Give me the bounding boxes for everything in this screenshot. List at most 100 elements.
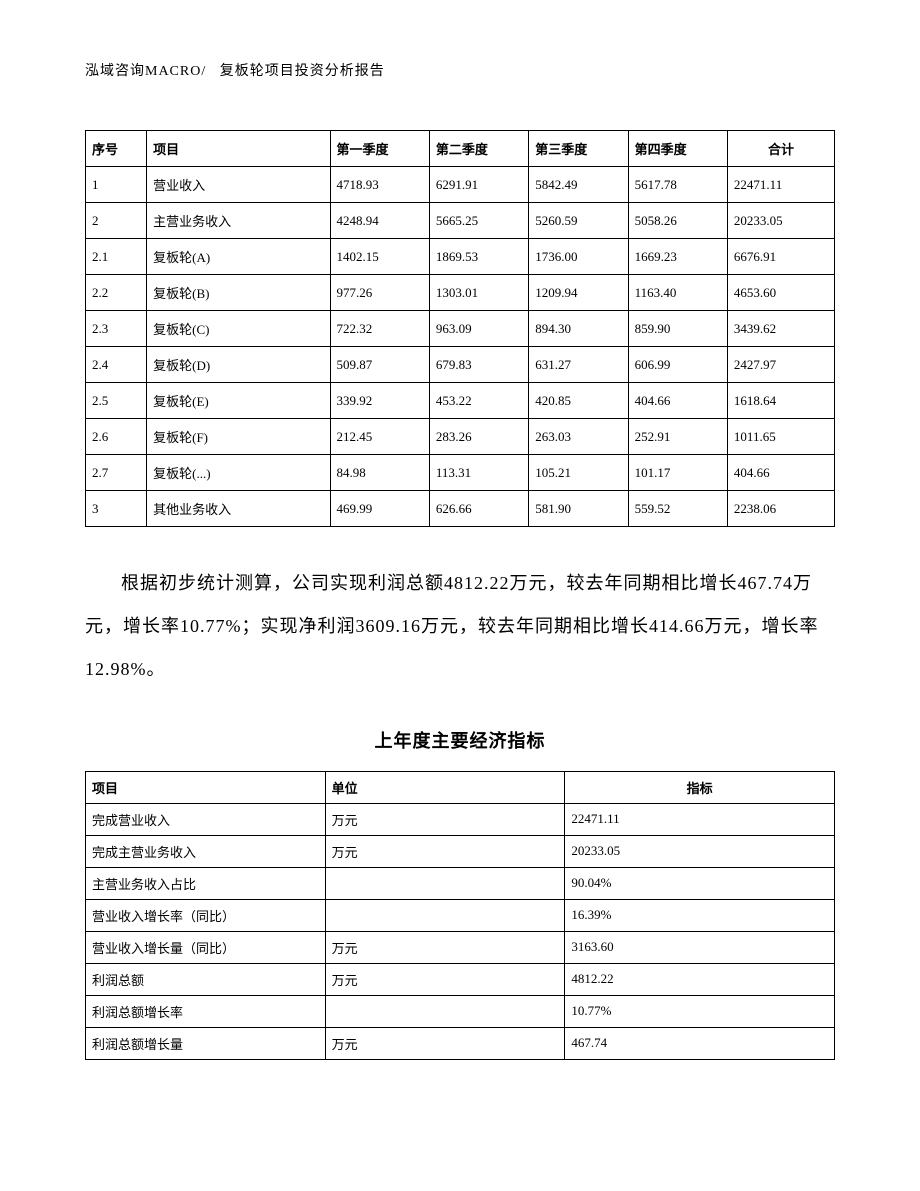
table-cell: 1303.01 [429, 275, 528, 311]
table-cell: 营业收入 [147, 167, 330, 203]
table-cell: 6291.91 [429, 167, 528, 203]
table-cell: 16.39% [565, 899, 835, 931]
table-cell: 105.21 [529, 455, 628, 491]
header-company: 泓域咨询MACRO/ [85, 64, 206, 79]
table-cell: 212.45 [330, 419, 429, 455]
table-cell: 营业收入增长率（同比） [86, 899, 326, 931]
table-cell: 复板轮(...) [147, 455, 330, 491]
col-header-item: 项目 [147, 131, 330, 167]
table-cell: 4653.60 [727, 275, 834, 311]
table-cell: 10.77% [565, 995, 835, 1027]
table-row: 2.6复板轮(F)212.45283.26263.03252.911011.65 [86, 419, 835, 455]
table-row: 2.2复板轮(B)977.261303.011209.941163.404653… [86, 275, 835, 311]
table-cell: 2.5 [86, 383, 147, 419]
economic-indicators-table: 项目 单位 指标 完成营业收入万元22471.11完成主营业务收入万元20233… [85, 771, 835, 1060]
table-row: 2.7复板轮(...)84.98113.31105.21101.17404.66 [86, 455, 835, 491]
table-row: 2.4复板轮(D)509.87679.83631.27606.992427.97 [86, 347, 835, 383]
table-cell: 467.74 [565, 1027, 835, 1059]
subtitle: 上年度主要经济指标 [85, 727, 835, 753]
table-row: 利润总额增长量万元467.74 [86, 1027, 835, 1059]
table-row: 3其他业务收入469.99626.66581.90559.522238.06 [86, 491, 835, 527]
table-cell: 复板轮(A) [147, 239, 330, 275]
table-cell: 4248.94 [330, 203, 429, 239]
table-cell: 4718.93 [330, 167, 429, 203]
table-cell: 894.30 [529, 311, 628, 347]
table-cell: 1402.15 [330, 239, 429, 275]
table-header-row: 项目 单位 指标 [86, 771, 835, 803]
table-cell: 84.98 [330, 455, 429, 491]
table-cell: 1669.23 [628, 239, 727, 275]
table-row: 2.3复板轮(C)722.32963.09894.30859.903439.62 [86, 311, 835, 347]
table-cell: 2 [86, 203, 147, 239]
table-cell: 977.26 [330, 275, 429, 311]
table-cell: 404.66 [727, 455, 834, 491]
table-cell: 2238.06 [727, 491, 834, 527]
table-cell: 利润总额 [86, 963, 326, 995]
table-cell: 2.1 [86, 239, 147, 275]
table-cell: 主营业务收入 [147, 203, 330, 239]
table-cell: 626.66 [429, 491, 528, 527]
table-row: 利润总额万元4812.22 [86, 963, 835, 995]
table-row: 主营业务收入占比90.04% [86, 867, 835, 899]
col-header-q1: 第一季度 [330, 131, 429, 167]
table-cell: 509.87 [330, 347, 429, 383]
table-cell: 420.85 [529, 383, 628, 419]
analysis-paragraph: 根据初步统计测算，公司实现利润总额4812.22万元，较去年同期相比增长467.… [85, 562, 835, 692]
table-cell: 859.90 [628, 311, 727, 347]
table-cell: 252.91 [628, 419, 727, 455]
table-cell: 90.04% [565, 867, 835, 899]
table-cell: 2.3 [86, 311, 147, 347]
table-cell: 利润总额增长率 [86, 995, 326, 1027]
table-cell: 6676.91 [727, 239, 834, 275]
table-cell: 722.32 [330, 311, 429, 347]
table-cell: 复板轮(E) [147, 383, 330, 419]
table-cell: 5058.26 [628, 203, 727, 239]
table-cell: 1736.00 [529, 239, 628, 275]
table-cell: 101.17 [628, 455, 727, 491]
table-cell: 5260.59 [529, 203, 628, 239]
table2-body: 完成营业收入万元22471.11完成主营业务收入万元20233.05主营业务收入… [86, 803, 835, 1059]
table-cell: 1869.53 [429, 239, 528, 275]
table-header-row: 序号 项目 第一季度 第二季度 第三季度 第四季度 合计 [86, 131, 835, 167]
table-cell: 复板轮(C) [147, 311, 330, 347]
table-cell: 万元 [325, 931, 565, 963]
table-cell: 2.7 [86, 455, 147, 491]
table-cell: 复板轮(F) [147, 419, 330, 455]
table-cell: 559.52 [628, 491, 727, 527]
table-cell: 339.92 [330, 383, 429, 419]
table-cell: 2.4 [86, 347, 147, 383]
table-cell: 1209.94 [529, 275, 628, 311]
table-cell: 1011.65 [727, 419, 834, 455]
table-cell: 606.99 [628, 347, 727, 383]
table-cell: 1 [86, 167, 147, 203]
table-cell: 万元 [325, 835, 565, 867]
table-cell [325, 995, 565, 1027]
table-cell: 283.26 [429, 419, 528, 455]
table-cell: 2427.97 [727, 347, 834, 383]
col-header-value: 指标 [565, 771, 835, 803]
table-cell: 453.22 [429, 383, 528, 419]
table-cell: 1163.40 [628, 275, 727, 311]
table-cell: 复板轮(D) [147, 347, 330, 383]
table-cell: 5842.49 [529, 167, 628, 203]
table-cell: 263.03 [529, 419, 628, 455]
table-cell: 3 [86, 491, 147, 527]
table-cell: 其他业务收入 [147, 491, 330, 527]
table-cell: 631.27 [529, 347, 628, 383]
table-cell: 1618.64 [727, 383, 834, 419]
table-row: 2主营业务收入4248.945665.255260.595058.2620233… [86, 203, 835, 239]
col-header-item: 项目 [86, 771, 326, 803]
table-cell: 5617.78 [628, 167, 727, 203]
table1-body: 1营业收入4718.936291.915842.495617.7822471.1… [86, 167, 835, 527]
table-cell: 581.90 [529, 491, 628, 527]
table-cell: 万元 [325, 963, 565, 995]
table-cell [325, 867, 565, 899]
table-cell: 2.6 [86, 419, 147, 455]
col-header-q4: 第四季度 [628, 131, 727, 167]
table-cell: 万元 [325, 803, 565, 835]
table-cell: 20233.05 [565, 835, 835, 867]
col-header-q3: 第三季度 [529, 131, 628, 167]
table-row: 1营业收入4718.936291.915842.495617.7822471.1… [86, 167, 835, 203]
table-cell: 22471.11 [565, 803, 835, 835]
table-cell: 679.83 [429, 347, 528, 383]
